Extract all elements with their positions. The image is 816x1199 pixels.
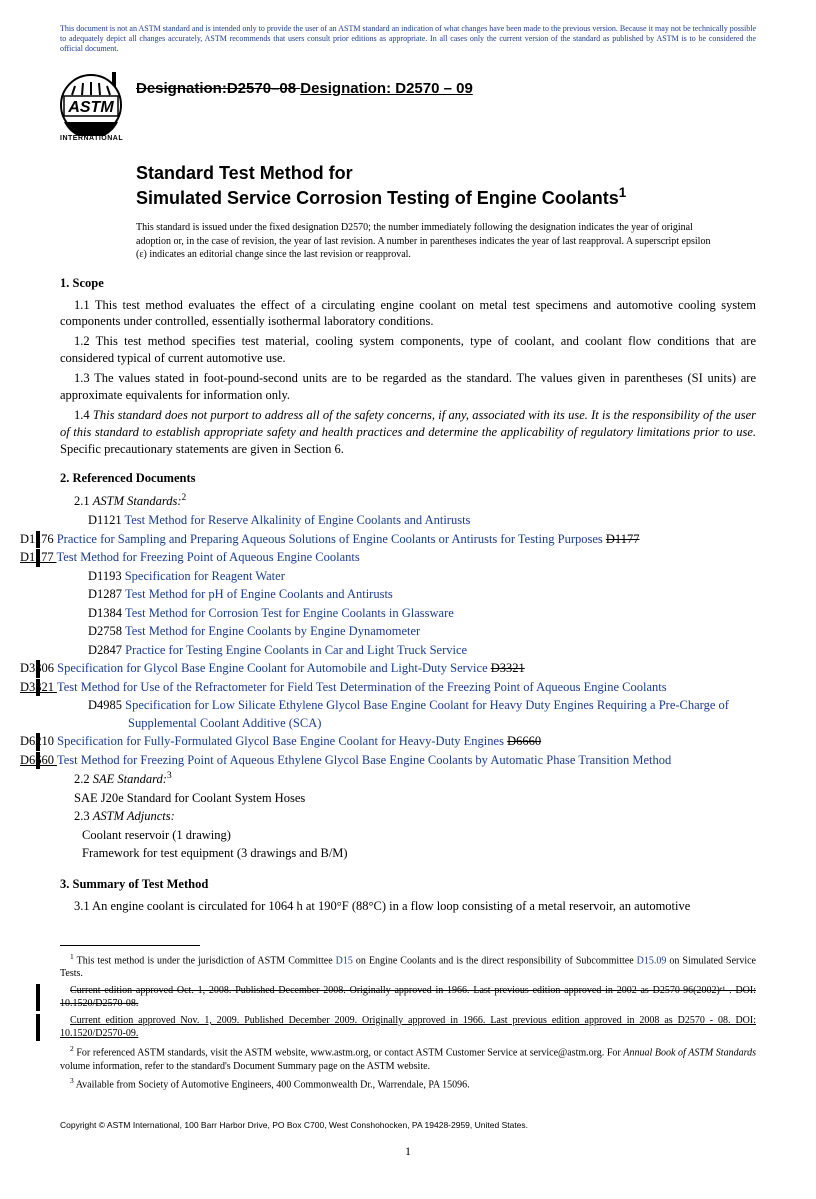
ref-D1176: D1176 Practice for Sampling and Preparin… — [36, 531, 756, 549]
title-line-1: Standard Test Method for — [136, 162, 756, 185]
designation-new: Designation: D2570 – 09 — [300, 80, 473, 97]
designation-block: Designation:D2570–08 Designation: D2570 … — [112, 72, 473, 98]
ref-D6210: D6210 Specification for Fully-Formulated… — [36, 733, 756, 751]
link-D1121[interactable]: Test Method for Reserve Alkalinity of En… — [124, 513, 470, 527]
link-D3306[interactable]: Specification for Glycol Base Engine Coo… — [57, 661, 487, 675]
ref-D1177: D1177 Test Method for Freezing Point of … — [36, 549, 756, 567]
summary-head: 3. Summary of Test Method — [60, 877, 756, 892]
ref-2.1: 2.1 ASTM Standards:2 — [60, 492, 756, 511]
adj-2: Framework for test equipment (3 drawings… — [60, 845, 756, 863]
footnote-3: 3 Available from Society of Automotive E… — [60, 1076, 756, 1092]
link-D6660[interactable]: Test Method for Freezing Point of Aqueou… — [57, 753, 671, 767]
designation-old: Designation:D2570–08 — [136, 80, 300, 97]
ref-D2758: D2758 Test Method for Engine Coolants by… — [60, 623, 756, 641]
footnote-2: 2 For referenced ASTM standards, visit t… — [60, 1044, 756, 1073]
link-D1384[interactable]: Test Method for Corrosion Test for Engin… — [125, 606, 454, 620]
page-number: 1 — [60, 1144, 756, 1159]
svg-text:ASTM: ASTM — [67, 99, 114, 116]
ref-D2847: D2847 Practice for Testing Engine Coolan… — [60, 642, 756, 660]
ref-D6660: D6660 Test Method for Freezing Point of … — [36, 752, 756, 770]
title-line-2: Simulated Service Corrosion Testing of E… — [136, 185, 756, 210]
ref-D1384: D1384 Test Method for Corrosion Test for… — [60, 605, 756, 623]
sae-line: SAE J20e Standard for Coolant System Hos… — [60, 790, 756, 808]
adj-1: Coolant reservoir (1 drawing) — [60, 827, 756, 845]
link-D3321[interactable]: Test Method for Use of the Refractometer… — [57, 680, 667, 694]
footnote-rule — [60, 945, 200, 946]
page: This document is not an ASTM standard an… — [0, 0, 816, 1199]
link-D1193[interactable]: Specification for Reagent Water — [125, 569, 285, 583]
link-d15[interactable]: D15 — [336, 955, 353, 966]
ref-D1193: D1193 Specification for Reagent Water — [60, 568, 756, 586]
refs-list: D1121 Test Method for Reserve Alkalinity… — [60, 512, 756, 769]
link-D2847[interactable]: Practice for Testing Engine Coolants in … — [125, 643, 467, 657]
scope-head: 1. Scope — [60, 276, 756, 291]
summary-p1: 3.1 An engine coolant is circulated for … — [60, 898, 756, 915]
refdocs-head: 2. Referenced Documents — [60, 471, 756, 486]
ref-D1121: D1121 Test Method for Reserve Alkalinity… — [60, 512, 756, 530]
footnote-1: 1 This test method is under the jurisdic… — [60, 952, 756, 981]
link-D1177[interactable]: Test Method for Freezing Point of Aqueou… — [56, 550, 359, 564]
link-D1287[interactable]: Test Method for pH of Engine Coolants an… — [125, 587, 393, 601]
ref-D3321: D3321 Test Method for Use of the Refract… — [36, 679, 756, 697]
title-block: Standard Test Method for Simulated Servi… — [136, 162, 756, 209]
scope-p1: 1.1 This test method evaluates the effec… — [60, 297, 756, 331]
scope-p4: 1.4 This standard does not purport to ad… — [60, 407, 756, 458]
issued-note: This standard is issued under the fixed … — [136, 221, 716, 262]
ref-D1287: D1287 Test Method for pH of Engine Coola… — [60, 586, 756, 604]
ref-D4985: D4985 Specification for Low Silicate Eth… — [60, 697, 756, 732]
copyright-line: Copyright © ASTM International, 100 Barr… — [60, 1120, 756, 1130]
link-D1176[interactable]: Practice for Sampling and Preparing Aque… — [57, 532, 603, 546]
footnote-1-new: Current edition approved Nov. 1, 2009. P… — [36, 1014, 756, 1041]
link-d15-09[interactable]: D15.09 — [637, 955, 667, 966]
ref-2.3: 2.3 ASTM Adjuncts: — [60, 808, 756, 826]
link-D6210[interactable]: Specification for Fully-Formulated Glyco… — [57, 734, 504, 748]
scope-p3: 1.3 The values stated in foot-pound-seco… — [60, 370, 756, 404]
header-row: ASTM INTERNATIONAL Designation:D2570–08 … — [60, 72, 756, 142]
logo-band-text: INTERNATIONAL — [60, 135, 122, 142]
astm-logo: ASTM INTERNATIONAL — [60, 72, 122, 142]
top-disclaimer: This document is not an ASTM standard an… — [60, 24, 756, 54]
ref-2.2: 2.2 SAE Standard:3 — [60, 770, 756, 789]
scope-p2: 1.2 This test method specifies test mate… — [60, 333, 756, 367]
footnote-1-strike: Current edition approved Oct. 1, 2008. P… — [36, 984, 756, 1011]
link-D2758[interactable]: Test Method for Engine Coolants by Engin… — [125, 624, 420, 638]
link-D4985[interactable]: Specification for Low Silicate Ethylene … — [125, 698, 729, 730]
ref-D3306: D3306 Specification for Glycol Base Engi… — [36, 660, 756, 678]
footnotes-block: 1 This test method is under the jurisdic… — [60, 952, 756, 1092]
